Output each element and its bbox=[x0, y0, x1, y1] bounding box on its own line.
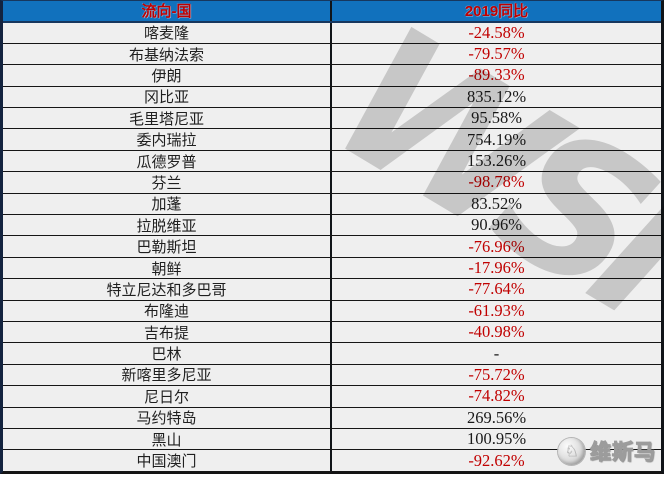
value-cell: -74.82% bbox=[468, 386, 525, 406]
country-cell: 朝鲜 bbox=[3, 257, 332, 279]
value-cell: -75.72% bbox=[468, 364, 525, 384]
table-body: 喀麦隆 -24.58% 布基纳法索 -79.57% 伊朗 -89.33% 冈比亚 835.12… bbox=[3, 22, 661, 472]
country-cell: 马约特岛 bbox=[3, 407, 332, 428]
table-row: 冈比亚 835.12% bbox=[3, 86, 661, 109]
country-cell: 瓜德罗普 bbox=[3, 150, 332, 172]
table-row: 朝鲜 -17.96% bbox=[3, 257, 661, 280]
value-cell: -98.78% bbox=[468, 172, 525, 192]
table-row: 委内瑞拉 754.19% bbox=[3, 129, 661, 151]
value-cell: 269.56% bbox=[466, 407, 527, 427]
value-cell: 835.12% bbox=[466, 86, 527, 106]
value-cell: 90.96% bbox=[471, 215, 522, 235]
country-cell: 布基纳法索 bbox=[3, 43, 332, 65]
country-cell: 加蓬 bbox=[3, 193, 332, 215]
table-row: 拉脱维亚 90.96% bbox=[3, 215, 661, 237]
table-row: 喀麦隆 -24.58% bbox=[3, 22, 661, 44]
value-cell: -89.33% bbox=[468, 65, 525, 85]
table-header: 流向-国 2019同比 bbox=[3, 1, 661, 23]
table-row: 巴林 - bbox=[3, 343, 661, 365]
country-cell: 冈比亚 bbox=[3, 86, 332, 108]
table-row: 黑山 100.95% bbox=[3, 428, 661, 451]
country-cell: 中国澳门 bbox=[3, 450, 332, 471]
table-row: 芬兰 -98.78% bbox=[3, 172, 661, 194]
table-row: 加蓬 83.52% bbox=[3, 193, 661, 216]
country-cell: 巴勒斯坦 bbox=[3, 236, 332, 257]
table-row: 新喀里多尼亚 -75.72% bbox=[3, 364, 661, 387]
value-cell: - bbox=[493, 343, 500, 363]
table-row: 尼日尔 -74.82% bbox=[3, 386, 661, 408]
value-cell: -61.93% bbox=[468, 300, 525, 320]
country-cell: 尼日尔 bbox=[3, 386, 332, 407]
country-cell: 喀麦隆 bbox=[3, 22, 332, 43]
country-cell: 特立尼达和多巴哥 bbox=[3, 279, 332, 300]
country-cell: 委内瑞拉 bbox=[3, 129, 332, 150]
value-cell: 83.52% bbox=[471, 193, 522, 213]
value-cell: 95.58% bbox=[471, 108, 522, 128]
table-row: 伊朗 -89.33% bbox=[3, 65, 661, 87]
value-cell: -92.62% bbox=[468, 450, 525, 470]
value-cell: -17.96% bbox=[468, 257, 525, 277]
value-cell: -24.58% bbox=[468, 22, 525, 42]
value-cell: -77.64% bbox=[468, 279, 525, 299]
header-2019-yoy: 2019同比 bbox=[464, 3, 529, 21]
country-cell: 拉脱维亚 bbox=[3, 215, 332, 236]
country-cell: 伊朗 bbox=[3, 65, 332, 86]
country-cell: 巴林 bbox=[3, 343, 332, 364]
table-row: 巴勒斯坦 -76.96% bbox=[3, 236, 661, 258]
country-cell: 吉布提 bbox=[3, 321, 332, 343]
table-row: 马约特岛 269.56% bbox=[3, 407, 661, 429]
table-row: 布基纳法索 -79.57% bbox=[3, 43, 661, 66]
value-cell: -40.98% bbox=[468, 322, 525, 342]
value-cell: 100.95% bbox=[466, 429, 527, 449]
country-cell: 黑山 bbox=[3, 428, 332, 450]
country-cell: 新喀里多尼亚 bbox=[3, 364, 332, 386]
country-cell: 布隆迪 bbox=[3, 300, 332, 321]
country-cell: 芬兰 bbox=[3, 172, 332, 193]
value-cell: 754.19% bbox=[466, 129, 527, 149]
table-row: 瓜德罗普 153.26% bbox=[3, 150, 661, 173]
table-row: 布隆迪 -61.93% bbox=[3, 300, 661, 322]
country-cell: 毛里塔尼亚 bbox=[3, 108, 332, 129]
value-cell: -79.57% bbox=[468, 44, 525, 64]
table-row: 中国澳门 -92.62% bbox=[3, 450, 661, 472]
header-flow-country: 流向-国 bbox=[3, 1, 332, 21]
table-row: 毛里塔尼亚 95.58% bbox=[3, 108, 661, 130]
table-row: 吉布提 -40.98% bbox=[3, 321, 661, 344]
value-cell: -76.96% bbox=[468, 236, 525, 256]
table-row: 特立尼达和多巴哥 -77.64% bbox=[3, 279, 661, 301]
value-cell: 153.26% bbox=[466, 151, 527, 171]
